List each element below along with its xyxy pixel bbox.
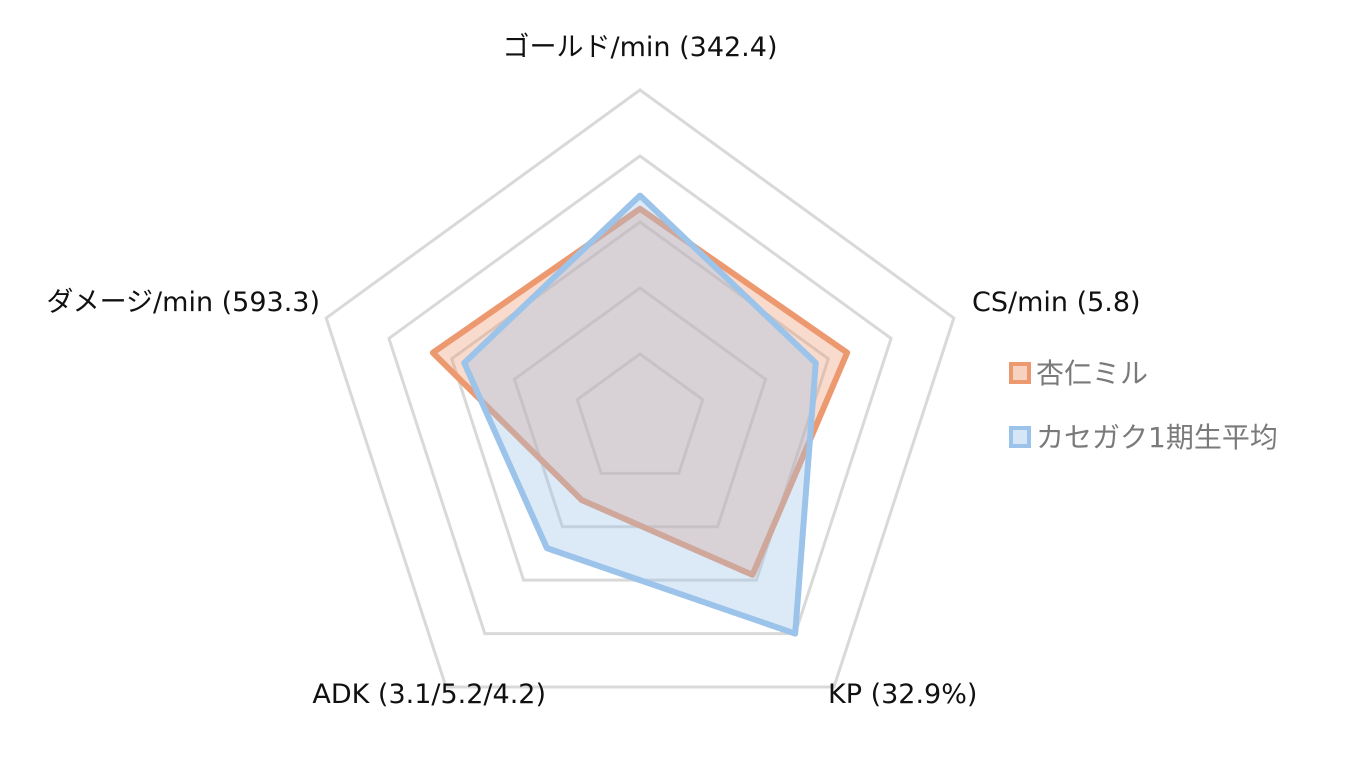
axis-label-gold: ゴールド/min (342.4)	[503, 32, 778, 63]
grid-ring-1	[575, 352, 705, 475]
radar-series-layer	[429, 192, 851, 637]
legend-label-average: カセガク1期生平均	[1036, 421, 1278, 454]
series-0-area	[429, 205, 851, 578]
series-1-area	[461, 192, 819, 637]
legend-label-anninmiru: 杏仁ミル	[1036, 357, 1148, 390]
legend-item-average: カセガク1期生平均	[1009, 421, 1278, 454]
axis-label-damage: ダメージ/min (593.3)	[46, 287, 320, 318]
legend-swatch-average	[1009, 426, 1031, 448]
grid-ring-5	[324, 88, 956, 689]
axis-label-cs: CS/min (5.8)	[972, 287, 1141, 318]
legend: 杏仁ミル カセガク1期生平均	[1009, 357, 1278, 454]
axis-label-kp: KP (32.9%)	[828, 679, 977, 710]
axis-labels: ゴールド/min (342.4) CS/min (5.8) KP (32.9%)…	[46, 32, 1140, 710]
legend-item-anninmiru: 杏仁ミル	[1009, 357, 1148, 390]
axis-label-adk: ADK (3.1/5.2/4.2)	[312, 679, 546, 710]
legend-swatch-anninmiru	[1009, 362, 1031, 384]
grid-ring-4	[387, 154, 893, 636]
